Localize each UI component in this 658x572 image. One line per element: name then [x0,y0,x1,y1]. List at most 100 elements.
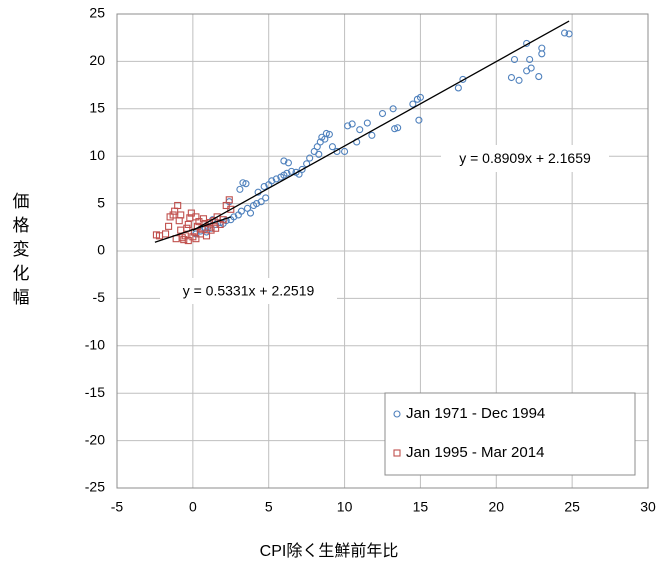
x-tick-label: 30 [640,499,656,515]
x-tick-label: -5 [111,499,124,515]
point [177,226,185,234]
point [415,116,423,124]
point [257,198,265,206]
y-tick-label: -20 [85,431,105,447]
point [515,76,523,84]
point [242,180,250,188]
point [180,236,188,244]
point [283,169,291,177]
point [394,124,402,132]
trendline [192,20,570,232]
point [184,237,192,245]
point [165,222,173,230]
point [227,205,235,213]
point [391,125,399,133]
point [368,131,376,139]
y-axis-label: 価格変化幅 [10,192,30,312]
point [262,194,270,202]
trendline-label-box [160,278,337,304]
point [175,217,183,225]
point [526,55,534,64]
point [192,213,200,221]
y-tick-label: -10 [85,337,105,353]
y-tick-label: -15 [85,384,105,400]
point [565,30,573,38]
point [225,196,233,204]
point [169,211,177,219]
point [239,179,247,187]
point [207,226,215,234]
point [306,154,314,162]
point [202,232,211,240]
point [192,235,200,243]
point [538,50,546,58]
point [171,207,179,215]
x-tick-label: 0 [189,499,197,515]
point [260,182,268,191]
point [287,167,296,175]
legend-label: Jan 1971 - Dec 1994 [406,405,545,422]
x-tick-label: 25 [564,499,580,515]
point [268,177,276,185]
point [363,119,371,127]
point [510,55,519,64]
point [507,73,516,82]
point [284,159,292,167]
y-tick-label: -5 [93,289,106,305]
point [538,44,546,52]
point [212,224,220,232]
y-tick-label: 10 [89,147,105,163]
point [409,100,417,108]
point [348,120,356,128]
point [253,200,261,208]
point [280,157,288,165]
point [187,209,195,217]
y-tick-label: -25 [85,479,105,495]
trendline [154,216,231,243]
legend-box [384,392,636,476]
y-tick-label: 5 [97,194,105,210]
point [322,129,330,137]
point [344,122,352,130]
x-axis-label: CPI除く生鮮前年比 [260,542,399,560]
point [177,211,185,219]
point [561,29,569,37]
trendline-label-box [441,145,609,172]
point [389,105,397,113]
point [174,201,182,210]
point [325,130,333,138]
point [246,209,255,217]
point [535,73,543,81]
legend-marker [393,410,401,418]
point [378,109,387,118]
x-tick-label: 10 [337,499,353,515]
point [328,143,336,151]
y-tick-label: 15 [89,100,105,116]
trendline-label: y = 0.8909x + 2.1659 [459,150,591,166]
point [298,165,306,174]
point [315,150,323,158]
x-tick-label: 5 [265,499,273,515]
point [236,185,244,193]
point [454,84,462,92]
trendline-label: y = 0.5331x + 2.2519 [183,283,315,299]
x-tick-label: 15 [413,499,429,515]
legend-label: Jan 1995 - Mar 2014 [406,444,544,461]
point [272,175,280,183]
point [237,207,245,215]
y-tick-label: 0 [97,242,105,258]
point [341,147,349,156]
y-tick-label: 20 [89,52,105,68]
legend-marker [393,449,401,457]
point [527,64,535,72]
x-tick-label: 20 [488,499,504,515]
point [230,213,238,221]
plot-border [116,13,649,489]
point [219,216,227,224]
point [199,215,208,223]
point [356,126,364,134]
point [459,75,467,83]
y-tick-label: 25 [89,5,105,21]
point [416,93,424,101]
